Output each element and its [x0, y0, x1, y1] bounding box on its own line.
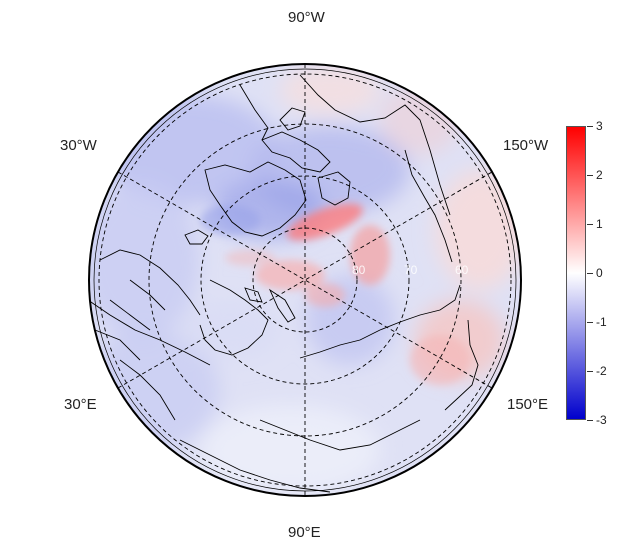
colorbar-tick — [587, 420, 593, 421]
lat-label-80: 80 — [352, 263, 366, 277]
colorbar-tick-label: -3 — [596, 413, 607, 427]
coastlines — [89, 74, 479, 493]
colorbar-tick-label: 3 — [596, 119, 603, 133]
colorbar-tick — [587, 224, 593, 225]
lon-label-bottom: 90°E — [288, 524, 321, 541]
lon-label-upper-left: 30°W — [60, 137, 97, 154]
colorbar-tick — [587, 175, 593, 176]
colorbar-tick-label: 0 — [596, 266, 603, 280]
lat-label-60: 60 — [455, 263, 469, 277]
lon-label-top: 90°W — [288, 9, 325, 26]
map-inner-border — [93, 68, 517, 492]
lon-label-upper-right: 150°W — [503, 137, 549, 154]
map-border — [88, 63, 522, 497]
lon-label-lower-left: 30°E — [64, 396, 97, 413]
graticule — [98, 64, 512, 496]
colorbar-tick-label: 1 — [596, 217, 603, 231]
colorbar-tick — [587, 371, 593, 372]
colorbar-tick — [587, 126, 593, 127]
colorbar-tick — [587, 273, 593, 274]
colorbar-tick-label: 2 — [596, 168, 603, 182]
colorbar-tick — [587, 322, 593, 323]
lon-label-lower-right: 150°E — [507, 396, 549, 413]
colorbar-tick-label: -1 — [596, 315, 607, 329]
colorbar-tick-label: -2 — [596, 364, 607, 378]
colorbar — [566, 126, 586, 420]
lat-label-70: 70 — [404, 263, 418, 277]
anomaly-field — [89, 64, 521, 496]
